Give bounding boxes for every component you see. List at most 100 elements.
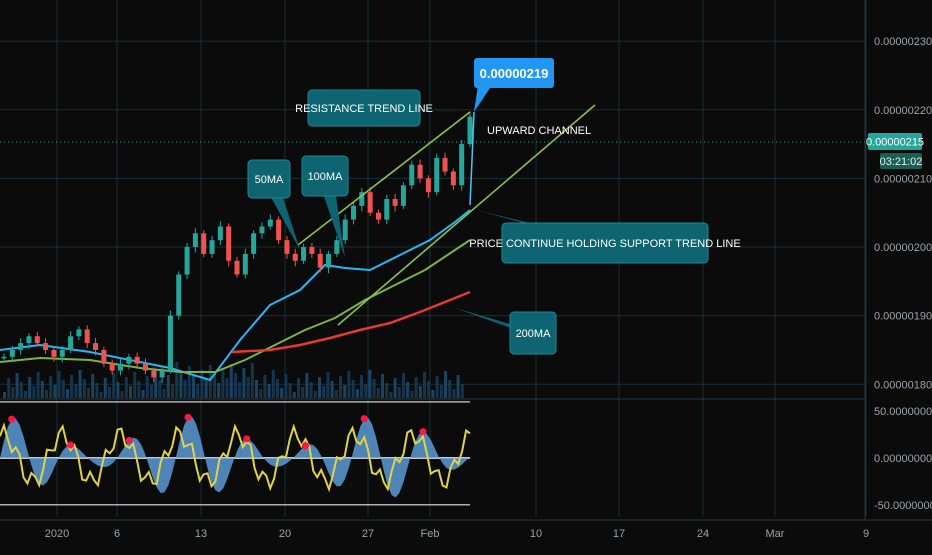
volume-bar [32,386,36,398]
ma200-callout-text: 200MA [516,328,552,340]
volume-bar [423,372,426,398]
volume-bar [87,388,90,398]
volume-bar [435,376,439,398]
osc-blue-area [0,416,470,498]
volume-bar [112,373,116,398]
volume-bar [259,389,263,398]
ma-200-line [231,290,471,354]
candle-body [450,171,456,186]
time-tick-label: Mar [766,528,785,540]
candle-body [209,240,215,254]
candle-body [317,253,323,268]
osc-signal-dot [302,442,309,450]
countdown-label: 03:21:02 [880,156,923,168]
oscillator-panel [0,401,471,506]
volume-bar [82,379,86,398]
volume-bar [385,383,389,398]
volume-bar [393,378,397,398]
volume-bar [24,391,27,398]
ma50-callout-text: 50MA [255,174,284,186]
ma-50-line [0,209,471,382]
volume-bar [297,378,300,398]
volume-bar [242,368,246,398]
candle-body [226,226,232,261]
volume-bar [448,380,452,398]
candle-body [459,144,465,186]
candle-body [76,329,82,337]
volume-bar [124,377,128,398]
volume-bar [330,381,334,398]
candle-body [467,116,473,145]
volume-bar [250,363,254,398]
volume-bar [431,390,435,398]
time-tick-label: 13 [195,528,207,540]
volume-bars [3,362,464,398]
volume-bar [284,374,288,398]
candle-body [284,240,290,254]
volume-bar [61,380,65,398]
volume-bar [322,386,326,398]
volume-bar [145,376,149,398]
candle-body [234,260,240,275]
candle-body [51,349,57,357]
volume-bar [234,373,237,398]
osc-yellow-line [0,422,471,493]
candle-body [142,363,148,371]
volume-bar [162,389,166,398]
volume-bar [187,366,191,398]
volume-bar [334,390,338,398]
volume-bar [351,380,355,398]
volume-bar [255,380,258,398]
ma100-callout-text: 100MA [308,171,344,183]
volume-bar [137,381,141,398]
volume-bar [267,384,271,398]
volume-bar [171,384,174,398]
candle-body [276,219,282,241]
volume-bar [276,379,279,398]
volume-bar [192,375,195,398]
ma-100-line [0,239,471,373]
price-tick-label: 0.00000220 [874,105,932,117]
candle-body [242,253,248,275]
candle-body [417,164,423,179]
candle-body [292,253,298,261]
volume-bar [221,369,225,398]
volume-bar [368,370,372,398]
price-tick-label: 0.00000210 [874,173,932,185]
osc-signal-dot [360,415,368,423]
volume-bar [40,381,44,398]
candle-body [201,233,207,254]
candles [1,111,473,383]
candle-body [251,233,257,254]
resistance-trend-line [297,111,471,246]
candle-body [442,157,448,172]
volume-bar [389,392,393,398]
volume-bar [204,379,208,398]
candle-body [151,370,157,378]
volume-bar [402,373,405,398]
candle-body [84,329,90,344]
candle-body [93,343,99,350]
volume-bar [397,387,401,398]
volume-bar [57,371,61,398]
volume-bar [200,370,204,398]
volume-bar [213,374,216,398]
candle-body [1,356,7,359]
candle-body [134,356,140,364]
candle-body [434,157,440,193]
volume-bar [343,385,347,398]
volume-bar [154,371,158,398]
time-tick-label: 20 [279,528,291,540]
volume-bar [196,384,200,398]
volume-bar [263,375,267,398]
ma200-callout-box [509,311,557,355]
osc-signal-dot [125,436,133,444]
price-projection-line [469,111,475,206]
candle-body [34,336,40,344]
volume-bar [301,387,305,398]
volume-bar [229,364,233,398]
volume-bar [456,375,460,398]
countdown-badge [880,153,922,169]
